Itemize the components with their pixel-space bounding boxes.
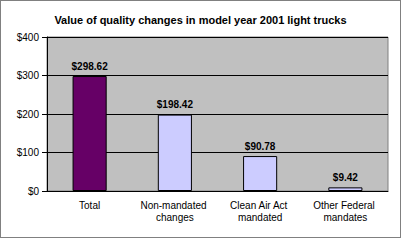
svg-text:$100: $100 <box>17 147 40 158</box>
svg-text:Other Federal: Other Federal <box>313 200 377 211</box>
svg-text:$400: $400 <box>17 32 40 43</box>
svg-text:$90.78: $90.78 <box>245 141 276 152</box>
svg-text:$0: $0 <box>28 186 40 197</box>
svg-text:$198.42: $198.42 <box>157 99 194 110</box>
svg-text:Total: Total <box>79 200 100 211</box>
svg-text:mandated: mandated <box>238 212 282 223</box>
svg-text:Non-mandated: Non-mandated <box>140 200 209 211</box>
svg-text:$200: $200 <box>17 109 40 120</box>
svg-text:Value of quality changes in mo: Value of quality changes in model year 2… <box>54 14 346 26</box>
svg-text:changes: changes <box>156 212 194 223</box>
svg-text:$298.62: $298.62 <box>72 61 109 72</box>
svg-text:$9.42: $9.42 <box>333 172 358 183</box>
svg-text:mandates: mandates <box>323 212 367 223</box>
svg-text:Clean Air Act: Clean Air Act <box>230 200 290 211</box>
svg-text:$300: $300 <box>17 70 40 81</box>
